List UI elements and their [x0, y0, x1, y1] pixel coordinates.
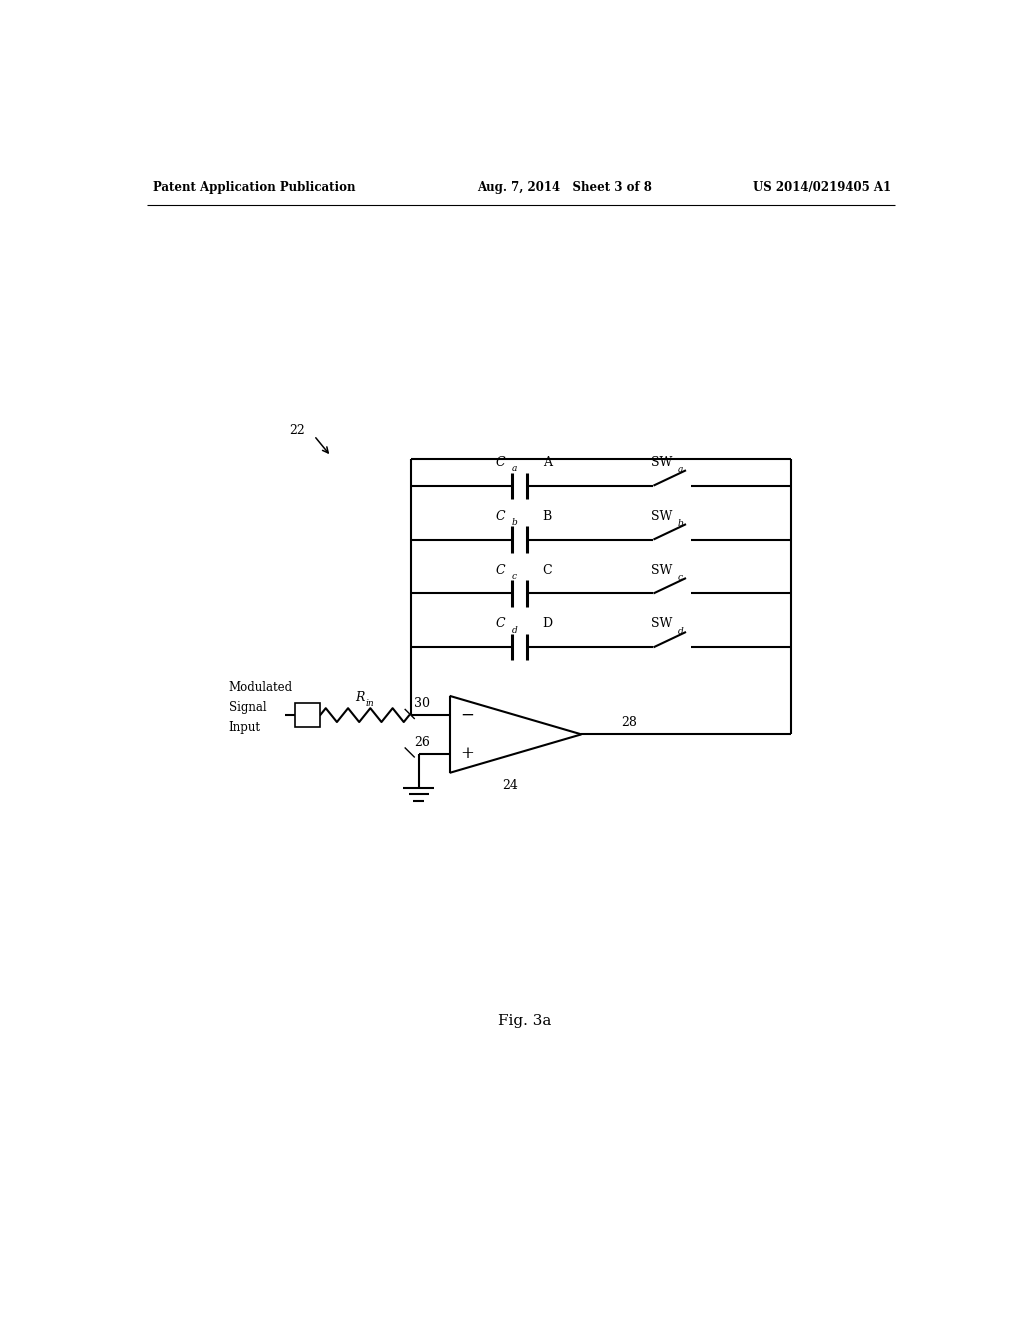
Text: B: B — [543, 510, 552, 523]
Text: c: c — [678, 573, 682, 582]
Text: c: c — [512, 572, 517, 581]
Text: a: a — [678, 465, 683, 474]
Text: Fig. 3a: Fig. 3a — [498, 1014, 552, 1028]
Text: C: C — [496, 618, 506, 631]
Text: a: a — [512, 465, 517, 474]
Text: 28: 28 — [622, 715, 638, 729]
Text: in: in — [366, 700, 374, 708]
Text: Modulated: Modulated — [228, 681, 293, 693]
Text: C: C — [496, 510, 506, 523]
Text: SW: SW — [651, 618, 673, 631]
Text: Aug. 7, 2014   Sheet 3 of 8: Aug. 7, 2014 Sheet 3 of 8 — [477, 181, 651, 194]
Text: 22: 22 — [289, 424, 305, 437]
Text: C: C — [496, 455, 506, 469]
Bar — [295, 702, 321, 727]
Text: Input: Input — [228, 721, 261, 734]
Text: +: + — [461, 744, 474, 762]
Text: d: d — [512, 626, 517, 635]
Text: US 2014/0219405 A1: US 2014/0219405 A1 — [754, 181, 891, 194]
Text: Signal: Signal — [228, 701, 266, 714]
Text: b: b — [678, 519, 683, 528]
Text: 30: 30 — [414, 697, 430, 710]
Text: A: A — [543, 455, 552, 469]
Text: C: C — [496, 564, 506, 577]
Text: SW: SW — [651, 564, 673, 577]
Text: SW: SW — [651, 455, 673, 469]
Text: Patent Application Publication: Patent Application Publication — [153, 181, 355, 194]
Text: b: b — [512, 519, 517, 527]
Text: D: D — [543, 618, 553, 631]
Text: d: d — [678, 627, 683, 636]
Text: −: − — [461, 706, 474, 723]
Text: C: C — [543, 564, 552, 577]
Text: 24: 24 — [503, 779, 518, 792]
Text: R: R — [355, 692, 365, 705]
Text: 26: 26 — [414, 737, 430, 748]
Text: SW: SW — [651, 510, 673, 523]
